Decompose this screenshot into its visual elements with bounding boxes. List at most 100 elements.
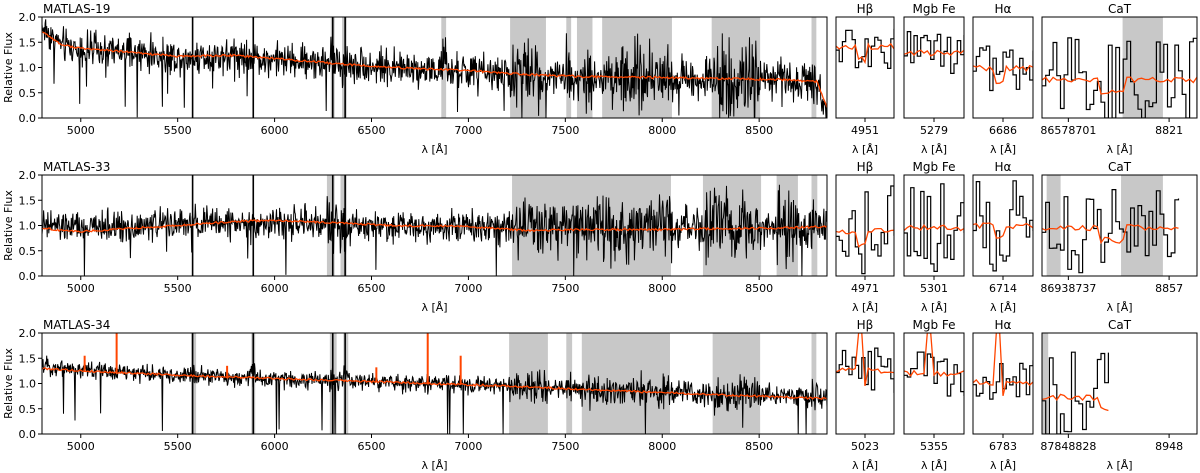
zoom-panel-title: CaT bbox=[1108, 160, 1132, 174]
zoom-axes-frame bbox=[1041, 174, 1198, 277]
masked-region bbox=[811, 175, 818, 276]
observed-spectrum bbox=[42, 355, 827, 434]
zoom-x-tick-label: 6686 bbox=[989, 124, 1017, 137]
zoom-x-axis-label: λ [Å] bbox=[921, 459, 947, 472]
zoom-observed-spectrum bbox=[1042, 37, 1197, 118]
masked-region bbox=[1046, 175, 1061, 276]
zoom-x-axis-label: λ [Å] bbox=[1106, 143, 1132, 156]
y-tick-label: 0.5 bbox=[19, 87, 37, 100]
zoom-observed-spectrum bbox=[836, 28, 894, 70]
main-plot-area bbox=[42, 17, 827, 118]
y-tick-label: 1.5 bbox=[19, 352, 37, 365]
y-tick-label: 1.0 bbox=[19, 220, 37, 233]
zoom-observed-spectrum bbox=[836, 347, 894, 393]
zoom-panel-3: 6714 Hα λ [Å] bbox=[972, 160, 1034, 314]
x-tick-label: 5000 bbox=[67, 282, 95, 295]
zoom-model-fit bbox=[904, 224, 964, 232]
zoom-panel-1: 4971 Hβ λ [Å] bbox=[835, 160, 895, 314]
x-tick-label: 5000 bbox=[67, 124, 95, 137]
zoom-panel-3: 6686 Hα λ [Å] bbox=[972, 2, 1034, 156]
masked-region bbox=[191, 333, 197, 434]
zoom-plot-area bbox=[836, 28, 894, 70]
zoom-plot-area bbox=[973, 180, 1033, 272]
zoom-plot-area bbox=[904, 333, 964, 397]
y-tick-label: 1.5 bbox=[19, 36, 37, 49]
masked-region bbox=[811, 333, 817, 434]
y-tick-label: 2.0 bbox=[19, 327, 37, 340]
main-plot-area bbox=[42, 175, 827, 276]
zoom-x-tick-label: 4971 bbox=[851, 282, 879, 295]
zoom-plot-area bbox=[1042, 17, 1197, 118]
observed-spectrum bbox=[42, 19, 827, 118]
zoom-panel-title: Hβ bbox=[857, 2, 874, 16]
zoom-axes-frame bbox=[1041, 332, 1198, 435]
zoom-x-axis-label: λ [Å] bbox=[990, 459, 1016, 472]
zoom-panel-title: Hα bbox=[995, 318, 1012, 332]
y-tick-label: 1.0 bbox=[19, 378, 37, 391]
y-tick-label: 0.0 bbox=[19, 428, 37, 441]
zoom-panel-4: 87848828 8948 CaT λ [Å] bbox=[1040, 318, 1198, 472]
zoom-model-fit bbox=[904, 333, 964, 378]
x-tick-label: 7000 bbox=[454, 440, 482, 453]
x-tick-label: 8000 bbox=[648, 440, 676, 453]
zoom-model-fit bbox=[904, 49, 964, 57]
y-tick-label: 0.0 bbox=[19, 112, 37, 125]
zoom-panel-title: Hα bbox=[995, 160, 1012, 174]
x-tick-label: 7500 bbox=[551, 440, 579, 453]
x-tick-label: 8000 bbox=[648, 124, 676, 137]
zoom-model-fit bbox=[1042, 224, 1179, 245]
zoom-panel-title: CaT bbox=[1108, 318, 1132, 332]
zoom-x-tick-label: 86938737 bbox=[1040, 282, 1096, 295]
zoom-x-axis-label: λ [Å] bbox=[852, 143, 878, 156]
zoom-panel-2: 5301 Mgb Fe λ [Å] bbox=[903, 160, 965, 314]
x-tick-label: 6000 bbox=[261, 124, 289, 137]
row-3: 0.0 0.5 1.0 1.5 2.0 5000 5500 6000 6500 7000 7500 8… bbox=[2, 318, 1198, 472]
zoom-panel-3: 6783 Hα λ [Å] bbox=[972, 318, 1034, 472]
zoom-x-tick-label: 5301 bbox=[920, 282, 948, 295]
zoom-x-axis-label: λ [Å] bbox=[852, 301, 878, 314]
x-tick-label: 7500 bbox=[551, 282, 579, 295]
x-tick-label: 7000 bbox=[454, 124, 482, 137]
masked-region bbox=[581, 333, 670, 434]
row-2: 0.0 0.5 1.0 1.5 2.0 5000 5500 6000 6500 7000 7500 8… bbox=[2, 160, 1198, 314]
zoom-plot-area bbox=[836, 185, 894, 275]
zoom-model-fit bbox=[973, 333, 1033, 397]
y-tick-label: 1.0 bbox=[19, 62, 37, 75]
zoom-plot-area bbox=[973, 45, 1033, 92]
y-axis-label: Relative Flux bbox=[2, 190, 15, 261]
zoom-panel-title: Hα bbox=[995, 2, 1012, 16]
zoom-model-fit bbox=[973, 64, 1033, 85]
zoom-model-fit bbox=[973, 222, 1033, 239]
zoom-plot-area bbox=[904, 31, 964, 75]
model-fit bbox=[42, 366, 827, 400]
zoom-x-axis-label: λ [Å] bbox=[852, 459, 878, 472]
zoom-x-axis-label: λ [Å] bbox=[990, 143, 1016, 156]
y-tick-label: 0.0 bbox=[19, 270, 37, 283]
x-tick-label: 8500 bbox=[745, 440, 773, 453]
zoom-x-tick-label: 86578701 bbox=[1040, 124, 1096, 137]
zoom-x-tick-label: 8948 bbox=[1155, 440, 1183, 453]
row-1: 0.0 0.5 1.0 1.5 2.0 5000 5500 6000 6500 7000 7500 8… bbox=[2, 2, 1198, 156]
zoom-x-axis-label: λ [Å] bbox=[990, 301, 1016, 314]
x-axis-label: λ [Å] bbox=[421, 143, 447, 156]
zoom-x-axis-label: λ [Å] bbox=[1106, 459, 1132, 472]
observed-spectrum bbox=[42, 184, 827, 276]
zoom-panel-4: 86938737 8857 CaT λ [Å] bbox=[1040, 160, 1198, 314]
x-tick-label: 6000 bbox=[261, 440, 289, 453]
panel-title: MATLAS-34 bbox=[43, 318, 110, 332]
panel-title: MATLAS-33 bbox=[43, 160, 110, 174]
zoom-x-axis-label: λ [Å] bbox=[1106, 301, 1132, 314]
zoom-axes-frame bbox=[835, 16, 895, 119]
x-tick-label: 8000 bbox=[648, 282, 676, 295]
zoom-panel-title: Hβ bbox=[857, 318, 874, 332]
zoom-plot-area bbox=[1042, 333, 1110, 434]
zoom-x-tick-label: 4951 bbox=[851, 124, 879, 137]
zoom-axes-frame bbox=[1041, 16, 1198, 119]
zoom-model-fit bbox=[1042, 393, 1109, 412]
x-tick-label: 7500 bbox=[551, 124, 579, 137]
zoom-observed-spectrum bbox=[836, 185, 894, 275]
x-axis-label: λ [Å] bbox=[421, 301, 447, 314]
zoom-x-axis-label: λ [Å] bbox=[921, 143, 947, 156]
zoom-model-fit bbox=[1042, 76, 1197, 95]
